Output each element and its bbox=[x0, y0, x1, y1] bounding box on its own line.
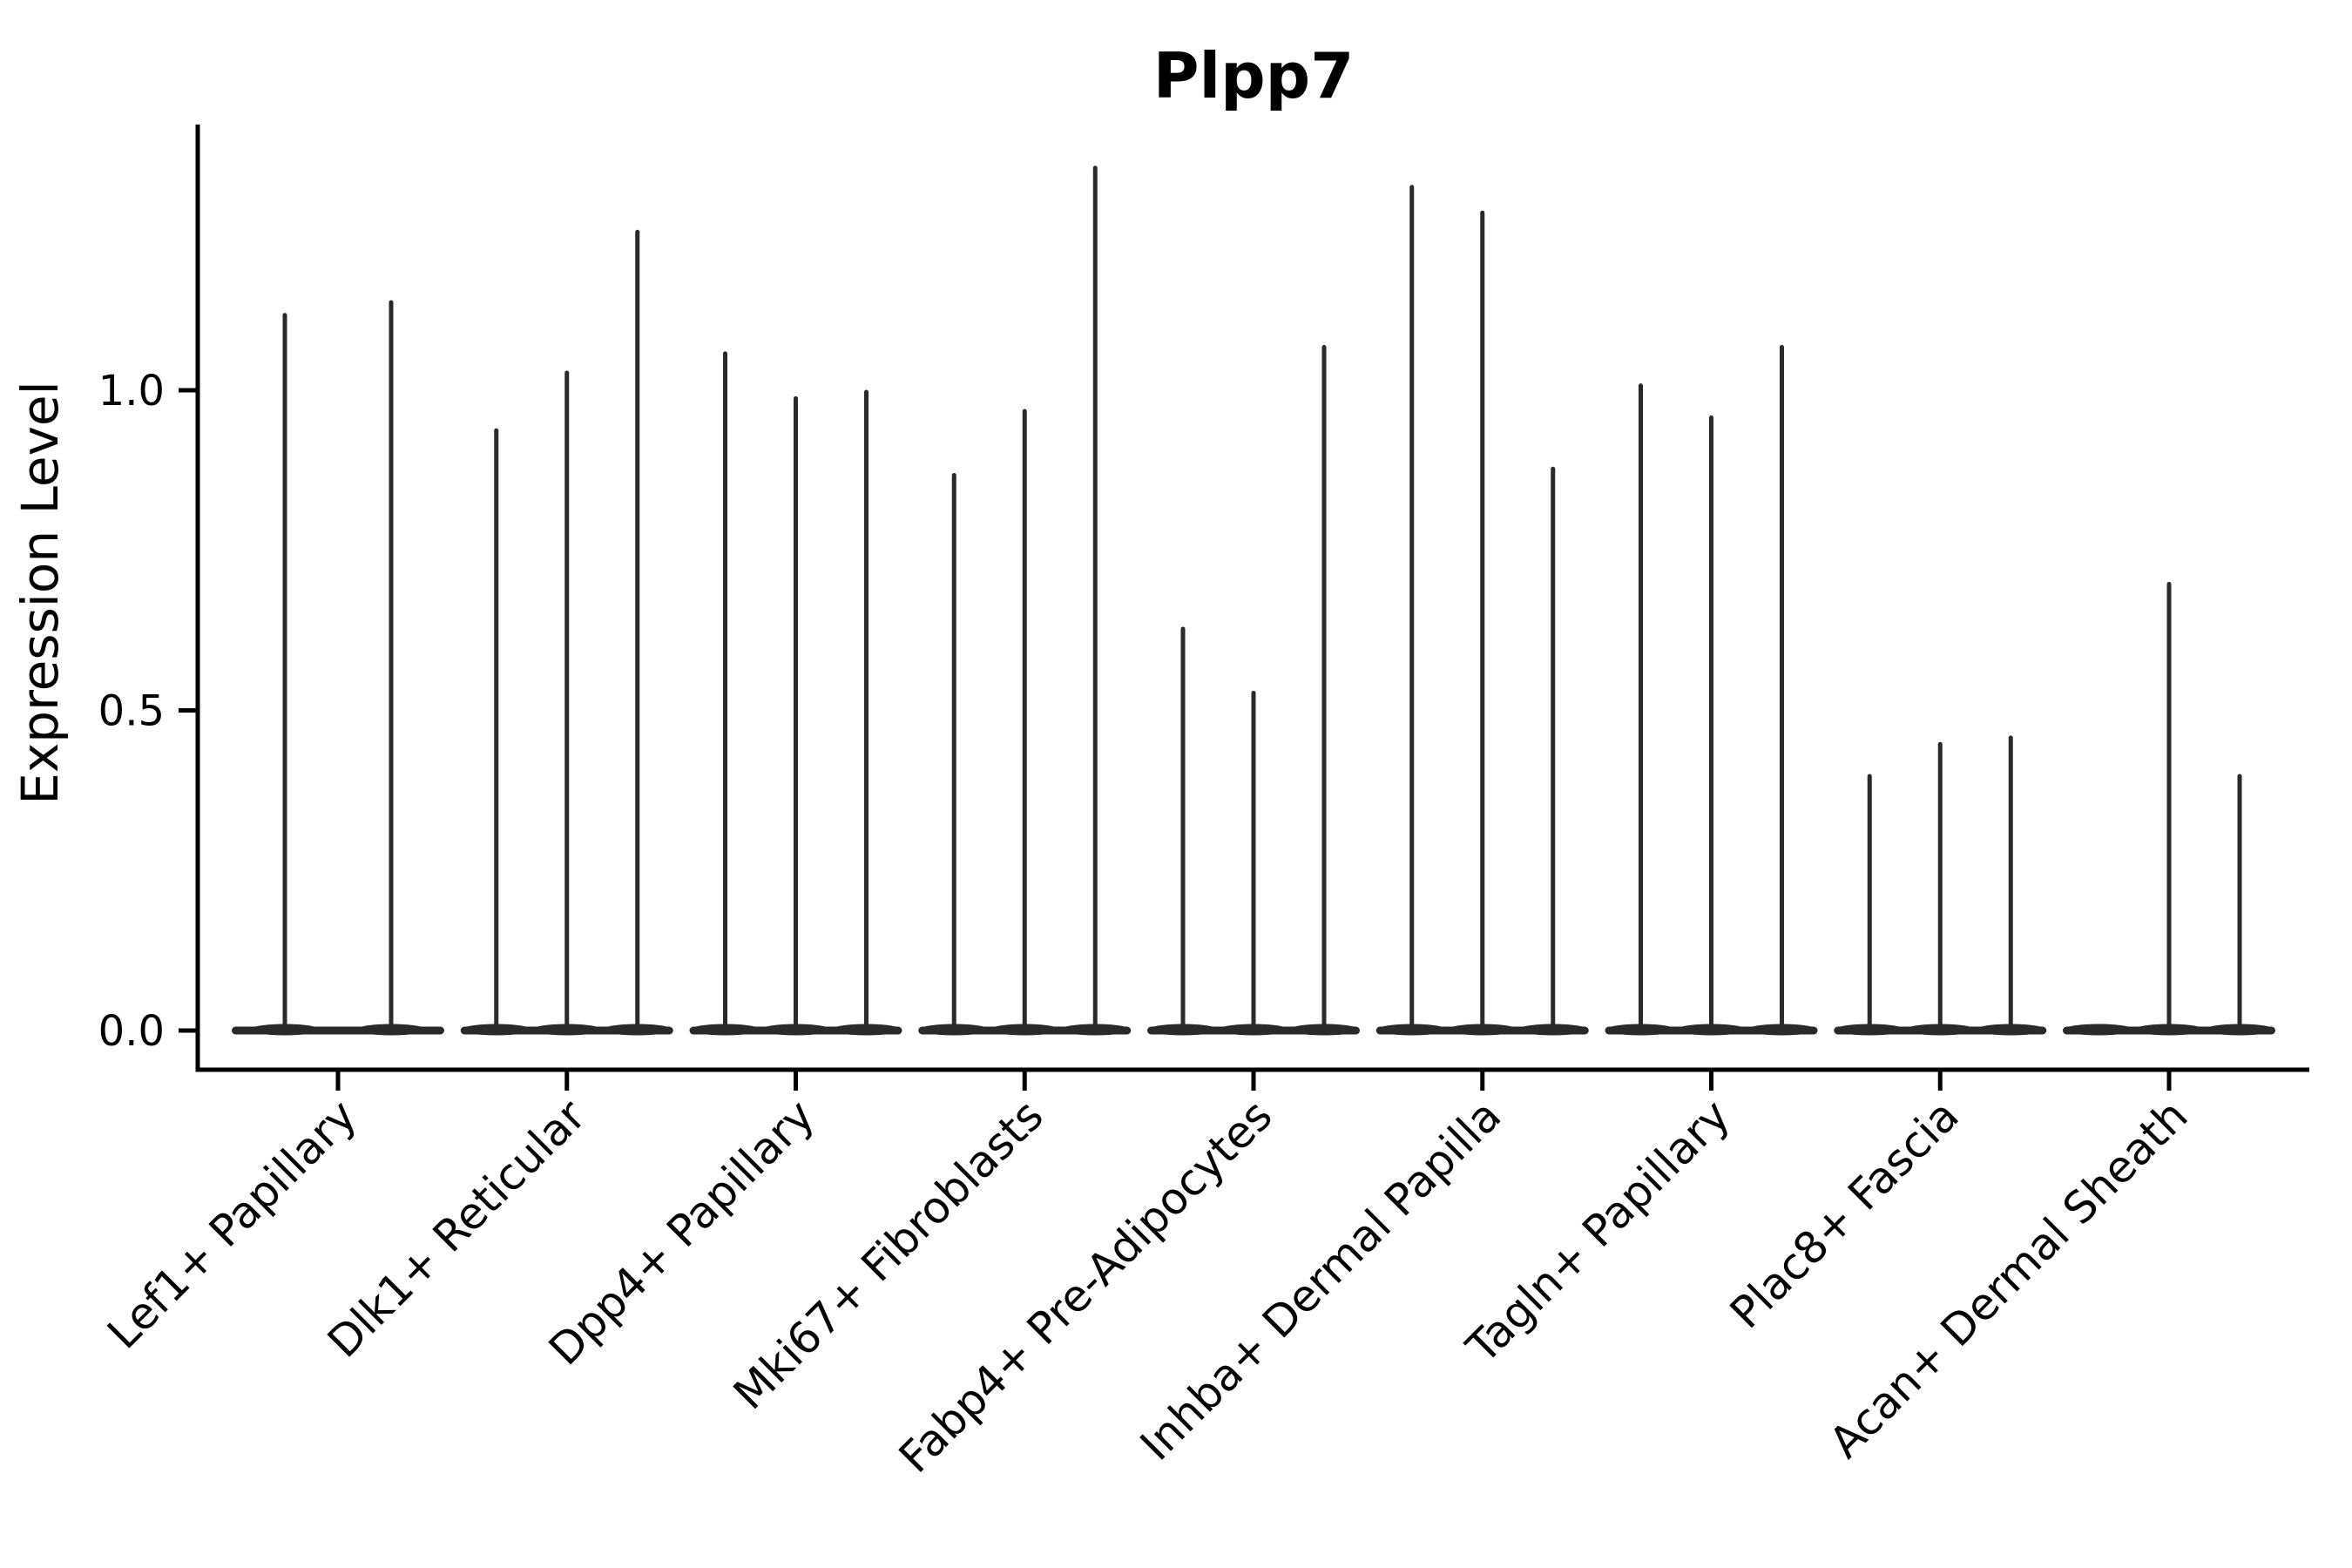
x-tick-label: Inhba+ Dermal Papilla bbox=[1131, 1090, 1511, 1470]
violin-group bbox=[689, 351, 902, 1036]
x-tick-label: Plac8+ Fascia bbox=[1720, 1090, 1969, 1338]
x-tick-label: Fabp4+ Pre-Adipocytes bbox=[889, 1090, 1282, 1483]
violin-group bbox=[1375, 185, 1589, 1036]
y-tick-label: 0.0 bbox=[98, 1007, 165, 1056]
y-tick-label: 1.0 bbox=[98, 367, 165, 416]
y-tick-label: 0.5 bbox=[98, 687, 165, 736]
violin-group bbox=[1605, 345, 1818, 1036]
violin-group bbox=[232, 300, 444, 1036]
violin-group bbox=[1147, 345, 1360, 1036]
violin-body-bump bbox=[2064, 1024, 2133, 1036]
violin-group bbox=[460, 229, 673, 1036]
violin-group bbox=[918, 166, 1132, 1036]
x-tick-label: Lef1+ Papillary bbox=[98, 1090, 366, 1358]
y-axis-label: Expression Level bbox=[10, 381, 70, 804]
violin-group bbox=[2063, 582, 2275, 1036]
chart-title: Plpp7 bbox=[1153, 39, 1355, 112]
violin-group bbox=[1834, 735, 2047, 1036]
